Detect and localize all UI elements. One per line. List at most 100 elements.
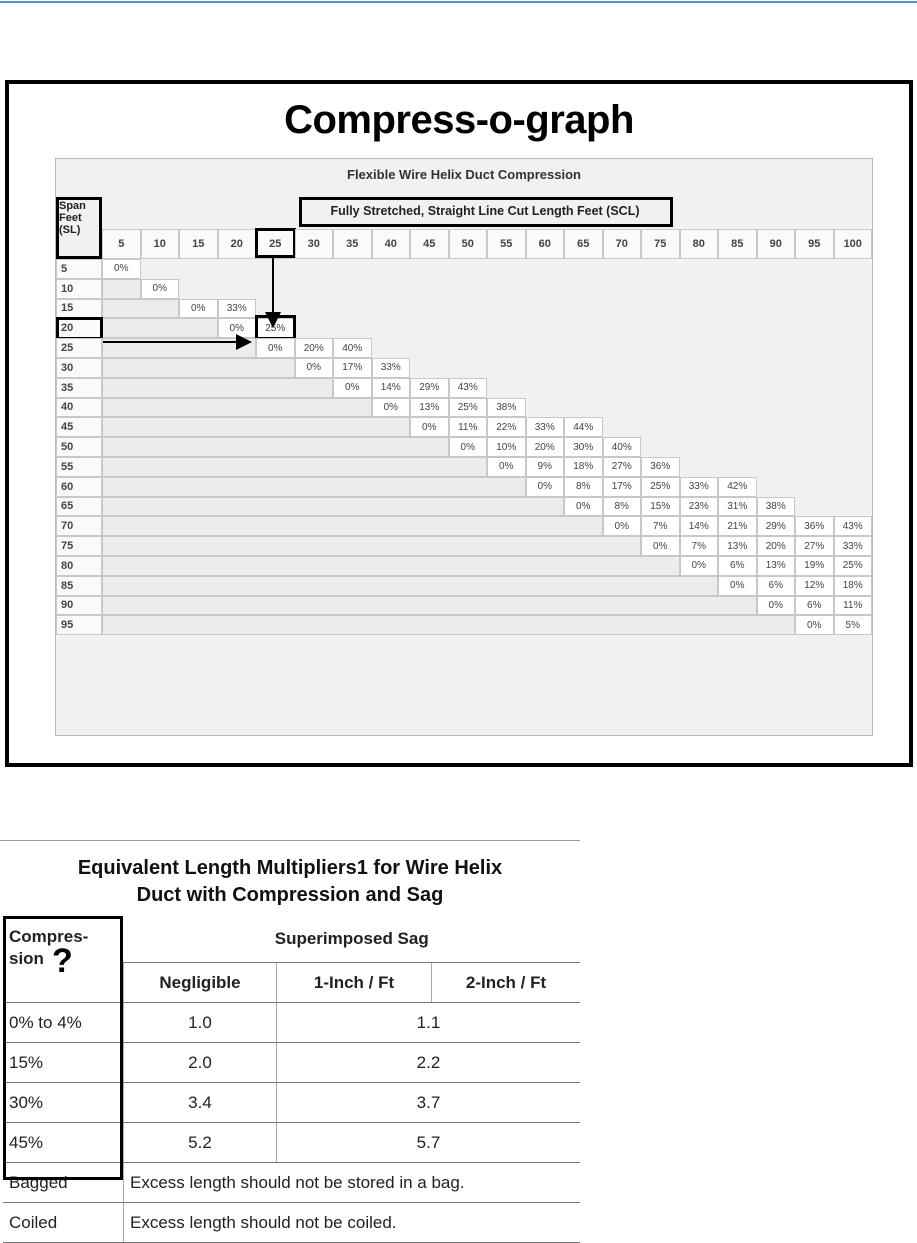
- column-header: 75: [641, 229, 680, 259]
- compression-value: 40%: [333, 338, 372, 358]
- compression-value: 0%: [294, 358, 333, 378]
- compression-value: 31%: [718, 496, 757, 517]
- empty-band: [102, 318, 218, 339]
- negligible-value: 5.2: [123, 1122, 277, 1163]
- negligible-value: 3.4: [123, 1082, 277, 1123]
- row-label: 10: [56, 278, 102, 299]
- compression-value: 33%: [525, 417, 564, 438]
- compression-value: 15%: [3, 1042, 124, 1083]
- compression-value: 6%: [756, 575, 795, 596]
- row-label: 75: [56, 536, 102, 556]
- compression-value: 11%: [448, 417, 487, 438]
- compression-value: 30%: [564, 437, 603, 457]
- compression-value: 21%: [718, 516, 757, 537]
- negligible-value: 1.0: [123, 1002, 277, 1043]
- compression-value: 38%: [756, 496, 795, 517]
- row-label: 60: [56, 476, 102, 497]
- compression-value: 0%: [217, 318, 256, 339]
- compression-value: 11%: [833, 595, 872, 616]
- top-rule: [0, 1, 917, 3]
- column-header: 10: [140, 229, 179, 259]
- empty-band: [102, 615, 795, 636]
- empty-band: [102, 358, 295, 378]
- row-label: 40: [56, 397, 102, 418]
- row-label: 95: [56, 615, 102, 636]
- compression-value: 0%: [410, 417, 449, 438]
- compression-value: 9%: [525, 457, 564, 477]
- multiplier-row: 15% 2.0 2.2: [3, 1042, 580, 1083]
- compression-value: 0%: [487, 457, 526, 477]
- compression-value: 5%: [833, 615, 872, 636]
- note-label: Coiled: [3, 1202, 124, 1243]
- col-negligible: Negligible: [123, 962, 277, 1003]
- compression-header-text: Compres- sion: [9, 927, 89, 968]
- column-header: 100: [833, 229, 872, 259]
- row-label: 30: [56, 358, 102, 378]
- row-label: 80: [56, 556, 102, 576]
- compression-value: 33%: [371, 358, 410, 378]
- compression-value: 27%: [795, 536, 834, 556]
- compression-value: 7%: [679, 536, 718, 556]
- compression-value: 0%: [756, 595, 795, 616]
- compression-value: 22%: [487, 417, 526, 438]
- row-label: 50: [56, 437, 102, 457]
- row-label: 35: [56, 377, 102, 398]
- compression-value: 0%: [256, 338, 295, 358]
- column-header: 70: [602, 229, 641, 259]
- col-2-inch: 2-Inch / Ft: [431, 962, 580, 1003]
- row-highlight-box: [56, 317, 103, 341]
- note-text: Excess length should not be stored in a …: [123, 1162, 580, 1203]
- compression-value: 25%: [448, 397, 487, 418]
- row-label: 5: [56, 259, 102, 279]
- compression-value: 0%: [795, 615, 834, 636]
- row-label: 15: [56, 298, 102, 319]
- compression-value: 29%: [756, 516, 795, 537]
- compression-value: 0%: [564, 496, 603, 517]
- compression-value: 0%: [679, 556, 718, 576]
- column-header: 20: [217, 229, 256, 259]
- compression-value: 0%: [641, 536, 680, 556]
- compression-value: 6%: [795, 595, 834, 616]
- compression-value: 0%: [525, 476, 564, 497]
- question-mark-icon: ?: [51, 942, 73, 980]
- row-label: 70: [56, 516, 102, 537]
- compression-value: 8%: [602, 496, 641, 517]
- note-row: Coiled Excess length should not be coiled…: [3, 1202, 580, 1243]
- span-feet-header: Span Feet (SL): [59, 200, 86, 236]
- row-label: 90: [56, 595, 102, 616]
- compression-value: 25%: [833, 556, 872, 576]
- note-row: Bagged Excess length should not be stored…: [3, 1162, 580, 1203]
- multipliers-title: Equivalent Length Multipliers1 for Wire …: [0, 855, 580, 909]
- compression-value: 19%: [795, 556, 834, 576]
- note-text: Excess length should not be coiled.: [123, 1202, 580, 1243]
- compression-value: 44%: [564, 417, 603, 438]
- compression-value: 0%: [333, 377, 372, 398]
- compression-value: 13%: [410, 397, 449, 418]
- compression-value: 14%: [371, 377, 410, 398]
- compression-value: 8%: [564, 476, 603, 497]
- multiplier-row: 45% 5.2 5.7: [3, 1122, 580, 1163]
- negligible-value: 2.0: [123, 1042, 277, 1083]
- multipliers-table: Compres- sion? Superimposed Sag Negligib…: [3, 916, 580, 1243]
- multipliers-figure: Equivalent Length Multipliers1 for Wire …: [0, 840, 580, 1243]
- compression-value: 43%: [833, 516, 872, 537]
- compression-value: 18%: [833, 575, 872, 596]
- compression-value: 13%: [718, 536, 757, 556]
- compression-value: 15%: [641, 496, 680, 517]
- compression-header: Compres- sion?: [3, 916, 124, 1003]
- compression-value: 0%: [102, 259, 141, 279]
- compression-value: 18%: [564, 457, 603, 477]
- multiplier-row: 0% to 4% 1.0 1.1: [3, 1002, 580, 1043]
- compression-value: 36%: [641, 457, 680, 477]
- column-header: 50: [448, 229, 487, 259]
- row-label: 55: [56, 457, 102, 477]
- compression-value: 0%: [179, 298, 218, 319]
- column-highlight-box: [255, 228, 296, 258]
- compression-value: 0%: [448, 437, 487, 457]
- compression-value: 0%: [718, 575, 757, 596]
- compression-value: 45%: [3, 1122, 124, 1163]
- empty-band: [102, 516, 603, 537]
- empty-band: [102, 417, 410, 438]
- compression-value: 33%: [833, 536, 872, 556]
- compression-value: 13%: [756, 556, 795, 576]
